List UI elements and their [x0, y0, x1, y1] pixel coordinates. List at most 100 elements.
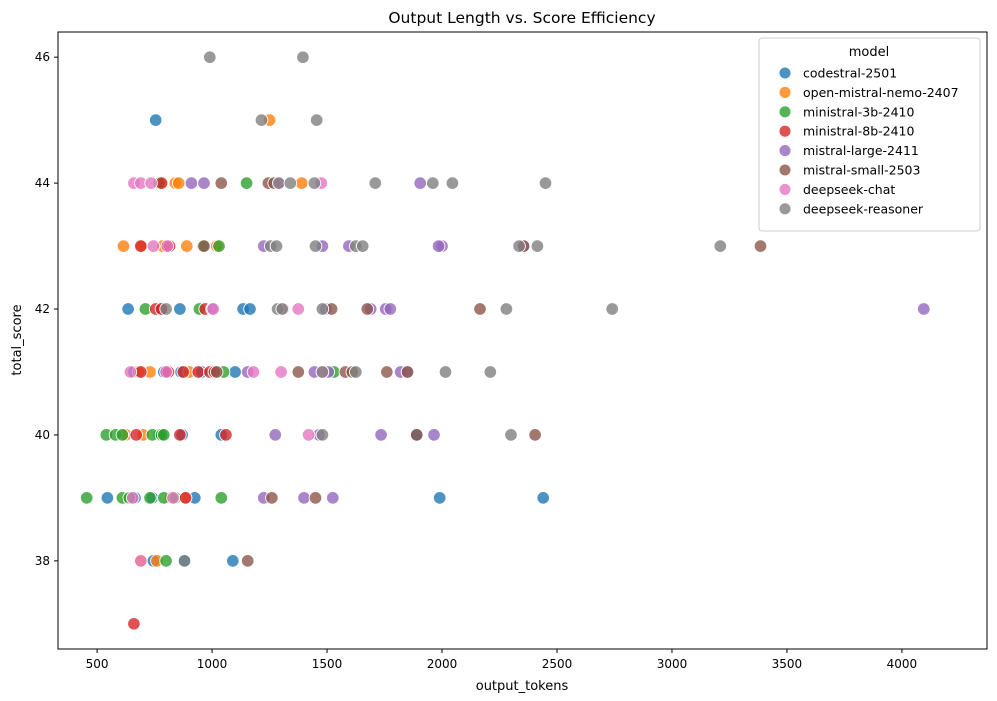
- data-point: [159, 365, 173, 379]
- data-point: [246, 365, 261, 379]
- data-point: [536, 491, 550, 505]
- data-point: [504, 428, 518, 442]
- data-point: [173, 428, 187, 442]
- data-point: [134, 554, 148, 568]
- data-point: [309, 113, 324, 127]
- data-point: [160, 239, 174, 253]
- data-point: [134, 239, 148, 253]
- data-point: [473, 302, 487, 316]
- data-point: [445, 176, 460, 190]
- data-point: [315, 428, 330, 442]
- data-point: [274, 365, 288, 379]
- data-point: [296, 50, 310, 64]
- data-point: [400, 365, 415, 379]
- data-point: [191, 365, 206, 379]
- data-point: [315, 302, 330, 316]
- y-axis-label: total_score: [10, 304, 25, 375]
- data-point: [291, 302, 306, 316]
- legend-label: ministral-8b-2410: [803, 124, 914, 139]
- data-point: [272, 176, 286, 190]
- legend-label: codestral-2501: [803, 66, 897, 81]
- data-point: [308, 491, 323, 505]
- legend-marker: [778, 124, 792, 138]
- data-point: [226, 554, 240, 568]
- data-point: [297, 491, 311, 505]
- legend-item: ministral-8b-2410: [778, 124, 914, 139]
- data-point: [159, 554, 173, 568]
- data-point: [315, 365, 330, 379]
- chart-title: Output Length vs. Score Efficiency: [388, 9, 655, 27]
- points-layer: [79, 50, 931, 631]
- data-point: [432, 491, 447, 505]
- data-point: [209, 365, 224, 379]
- data-point: [240, 554, 255, 568]
- data-point: [360, 302, 375, 316]
- data-point: [180, 239, 194, 253]
- data-point: [426, 176, 440, 190]
- legend-label: deepseek-chat: [803, 182, 895, 197]
- x-axis-label: output_tokens: [476, 679, 569, 694]
- data-point: [219, 428, 233, 442]
- data-point: [214, 176, 229, 190]
- data-point: [349, 365, 363, 379]
- x-tick-label: 500: [86, 657, 109, 671]
- legend: model codestral-2501 open-mistral-nemo-24…: [758, 37, 981, 232]
- data-point: [499, 302, 514, 316]
- data-point: [528, 428, 542, 442]
- data-point: [100, 491, 115, 505]
- data-point: [125, 491, 140, 505]
- legend-marker: [778, 85, 792, 99]
- data-point: [308, 239, 323, 253]
- legend-label: mistral-small-2503: [803, 163, 920, 178]
- data-point: [301, 428, 316, 442]
- data-point: [203, 50, 217, 64]
- data-point: [383, 302, 398, 316]
- data-point: [177, 554, 192, 568]
- data-point: [148, 113, 163, 127]
- data-point: [427, 428, 441, 442]
- data-point: [713, 239, 728, 253]
- data-point: [115, 428, 130, 442]
- y-axis: 38 40 42 44 46: [35, 50, 58, 568]
- data-point: [380, 365, 394, 379]
- data-point: [143, 491, 157, 505]
- data-point: [129, 428, 143, 442]
- data-point: [512, 239, 526, 253]
- x-tick-label: 3000: [657, 657, 688, 671]
- y-tick-label: 46: [35, 50, 50, 64]
- legend-item: deepseek-reasoner: [778, 201, 924, 216]
- data-point: [483, 365, 498, 379]
- data-point: [239, 176, 254, 190]
- data-point: [294, 176, 309, 190]
- y-tick-label: 42: [35, 302, 50, 316]
- legend-label: deepseek-reasoner: [803, 201, 924, 216]
- legend-label: mistral-large-2411: [803, 143, 919, 158]
- data-point: [605, 302, 619, 316]
- y-tick-label: 38: [35, 554, 50, 568]
- x-tick-label: 1000: [197, 657, 228, 671]
- data-point: [268, 428, 283, 442]
- data-point: [144, 176, 158, 190]
- data-point: [291, 365, 306, 379]
- legend-marker: [778, 144, 792, 158]
- data-point: [243, 302, 257, 316]
- data-point: [374, 428, 388, 442]
- data-point: [275, 302, 289, 316]
- data-point: [254, 113, 269, 127]
- data-point: [166, 491, 180, 505]
- data-point: [206, 302, 220, 316]
- data-point: [538, 176, 553, 190]
- data-point: [438, 365, 453, 379]
- series-deepseek-reasoner: [159, 50, 728, 568]
- legend-marker: [778, 202, 792, 216]
- data-point: [173, 302, 187, 316]
- y-tick-label: 44: [35, 176, 50, 190]
- data-point: [159, 302, 173, 316]
- legend-item: codestral-2501: [778, 66, 897, 81]
- data-point: [157, 428, 171, 442]
- data-point: [269, 239, 284, 253]
- data-point: [355, 239, 370, 253]
- x-tick-label: 4000: [887, 657, 918, 671]
- data-point: [326, 491, 340, 505]
